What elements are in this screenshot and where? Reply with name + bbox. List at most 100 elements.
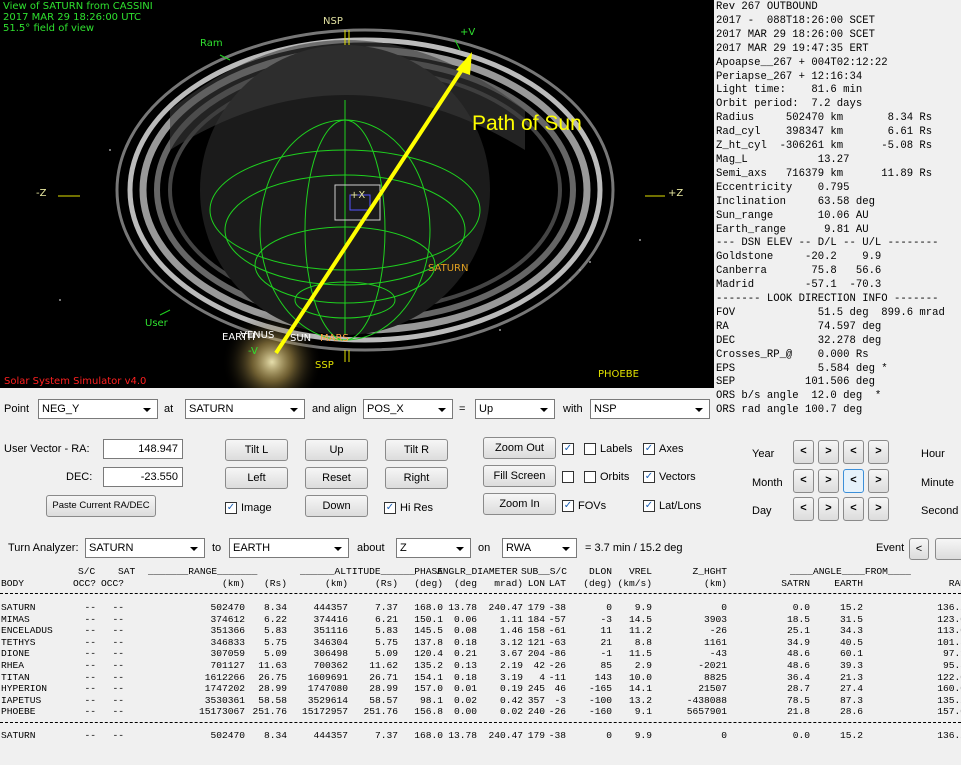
table-cell: 184	[527, 613, 545, 625]
checkbox-box[interactable]	[562, 471, 574, 483]
table-cell: 8825	[703, 671, 727, 683]
table-cell: -11	[548, 671, 566, 683]
info-line: Rev 267 OUTBOUND	[716, 1, 818, 13]
button[interactable]: Fill Screen	[483, 465, 556, 487]
table-cell: --	[84, 706, 96, 718]
table-cell: 156.8	[414, 706, 443, 718]
table-cell: 21.3	[839, 671, 863, 683]
info-line: SEP 101.506 deg	[716, 376, 875, 389]
table-cell: SATURN	[1, 602, 36, 613]
button[interactable]: Down	[305, 495, 368, 517]
table-cell: 374416	[313, 613, 348, 625]
step-button[interactable]: <	[843, 497, 864, 521]
button[interactable]: Left	[225, 467, 288, 489]
checkbox[interactable]: ✓ Vectors	[643, 469, 696, 485]
step-button[interactable]: >	[868, 469, 889, 493]
dropdown[interactable]: Up	[475, 399, 555, 419]
button[interactable]: Zoom Out	[483, 437, 556, 459]
step-button[interactable]: >	[818, 469, 839, 493]
dropdown[interactable]: SATURN	[185, 399, 305, 419]
checkbox-box[interactable]: ✓	[225, 502, 237, 514]
text-input[interactable]: 148.947	[103, 439, 183, 459]
table-cell: 444357	[313, 730, 348, 741]
table-cell: 6.22	[263, 613, 287, 625]
info-line: Inclination 63.58 deg	[716, 195, 875, 208]
dropdown[interactable]: SATURN	[85, 538, 205, 558]
checkbox[interactable]: ✓	[562, 441, 574, 457]
table-cell: 28.99	[369, 683, 398, 695]
step-button[interactable]: <	[843, 469, 864, 493]
info-line: DEC 32.278 deg	[716, 334, 882, 347]
dropdown[interactable]: EARTH	[229, 538, 349, 558]
table-cell: -26	[709, 625, 727, 637]
step-button[interactable]: >	[818, 440, 839, 464]
checkbox-box[interactable]: ✓	[562, 443, 574, 455]
table-cell: 7.37	[374, 602, 398, 613]
dropdown[interactable]: RWA	[502, 538, 577, 558]
info-line: Sun_range 10.06 AU	[716, 209, 869, 222]
step-button[interactable]: >	[868, 497, 889, 521]
table-cell: 0	[721, 730, 727, 741]
checkbox-box[interactable]: ✓	[643, 500, 655, 512]
dropdown[interactable]: Z	[396, 538, 471, 558]
table-cell: 240.47	[488, 602, 523, 613]
checkbox-box[interactable]: ✓	[384, 502, 396, 514]
table-cell: 121	[527, 636, 545, 648]
table-cell: 158	[527, 625, 545, 637]
view-label: PHOEBE	[598, 369, 639, 380]
dropdown[interactable]: NSP	[590, 399, 710, 419]
dropdown[interactable]: NEG_Y	[38, 399, 158, 419]
time-unit: Year	[752, 448, 775, 460]
header-group: VREL	[628, 566, 652, 577]
step-button[interactable]: <	[909, 538, 929, 560]
checkbox[interactable]: ✓ Image	[225, 500, 272, 516]
checkbox-box[interactable]: ✓	[643, 443, 655, 455]
checkbox[interactable]: ✓ Lat/Lons	[643, 498, 701, 514]
step-button[interactable]: <	[793, 497, 814, 521]
header-cell: LON	[527, 578, 545, 589]
checkbox[interactable]: Orbits	[584, 469, 629, 485]
checkbox-box[interactable]	[584, 443, 596, 455]
table-cell: 26.75	[258, 671, 287, 683]
checkbox[interactable]: Labels	[584, 441, 632, 457]
table-cell: --	[84, 660, 96, 671]
table-cell: -63	[548, 636, 566, 648]
text-input[interactable]: -23.550	[103, 467, 183, 487]
step-button[interactable]: <	[843, 440, 864, 464]
button[interactable]: Up	[305, 439, 368, 461]
table-cell: -160	[588, 706, 612, 718]
header-cell: RAM	[948, 578, 961, 589]
table-cell: 0	[606, 602, 612, 613]
info-line: Apoapse__267 + 004T02:12:22	[716, 56, 888, 69]
table-cell: 9.9	[634, 730, 652, 741]
table-cell: 0.18	[453, 636, 477, 648]
button[interactable]: Right	[385, 467, 448, 489]
checkbox[interactable]: ✓ Axes	[643, 441, 683, 457]
checkbox[interactable]: ✓ FOVs	[562, 498, 606, 514]
button[interactable]: Tilt R	[385, 439, 448, 461]
step-button[interactable]: >	[868, 440, 889, 464]
checkbox[interactable]	[562, 469, 574, 485]
checkbox-box[interactable]: ✓	[643, 471, 655, 483]
table-cell: 60.1	[839, 648, 863, 660]
step-button[interactable]: >	[818, 497, 839, 521]
checkbox-label: Labels	[600, 443, 633, 455]
step-button[interactable]: <	[793, 440, 814, 464]
button[interactable]: Paste Current RA/DEC	[46, 495, 156, 517]
view-caption: View of SATURN from CASSINI	[3, 1, 153, 12]
checkbox-box[interactable]: ✓	[562, 500, 574, 512]
button[interactable]: Zoom In	[483, 493, 556, 515]
table-cell: 58.58	[258, 694, 287, 706]
table-cell: -38	[548, 730, 566, 741]
button[interactable]: Tilt L	[225, 439, 288, 461]
step-button[interactable]: <	[793, 469, 814, 493]
table-cell: 2.19	[499, 660, 523, 671]
button[interactable]: Reset	[305, 467, 368, 489]
table-cell: -100	[588, 694, 612, 706]
table-cell: --	[84, 694, 96, 706]
checkbox[interactable]: ✓ Hi Res	[384, 500, 433, 516]
header-cell: EARTH	[834, 578, 863, 589]
label: Event	[876, 542, 905, 554]
dropdown[interactable]: POS_X	[363, 399, 453, 419]
checkbox-box[interactable]	[584, 471, 596, 483]
